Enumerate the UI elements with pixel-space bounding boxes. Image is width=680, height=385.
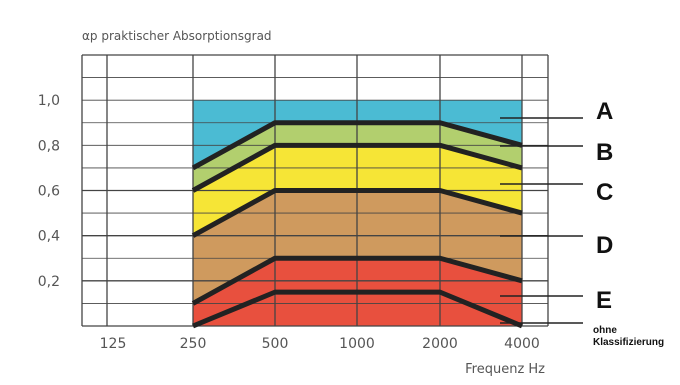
class-boundary-lines [191,120,523,329]
y-tick-label: 0,4 [38,229,60,245]
class-line-D [191,255,523,306]
x-tick-labels: 125 250 500 1000 2000 4000 [100,336,540,352]
x-tick-label: 4000 [504,336,540,352]
class-label-A: A [596,98,613,125]
class-leader-lines [500,117,583,324]
y-tick-label: 0,6 [38,184,60,200]
class-line-E [192,289,523,329]
y-tick-label: 0,8 [38,138,60,154]
class-line-C [191,188,523,238]
x-tick-label: 500 [262,336,289,352]
y-axis-label: αp praktischer Absorptionsgrad [82,29,272,43]
x-tick-label: 250 [180,336,207,352]
x-tick-label: 1000 [339,336,375,352]
class-label-D: D [596,232,613,259]
x-tick-label: 125 [100,336,127,352]
y-tick-label: 0,2 [38,274,60,290]
floor-label-line: Klassifizierung [593,337,664,348]
floor-label-line: ohne [593,325,617,336]
y-tick-label: 1,0 [38,93,60,109]
x-axis-label: Frequenz Hz [465,362,545,377]
class-line-A [191,120,523,171]
class-line-B [191,142,523,193]
class-label-E: E [596,287,612,314]
y-tick-labels: 0,2 0,4 0,6 0,8 1,0 [38,93,60,290]
class-label-B: B [596,139,613,166]
x-tick-label: 2000 [422,336,458,352]
class-label-C: C [596,179,613,206]
